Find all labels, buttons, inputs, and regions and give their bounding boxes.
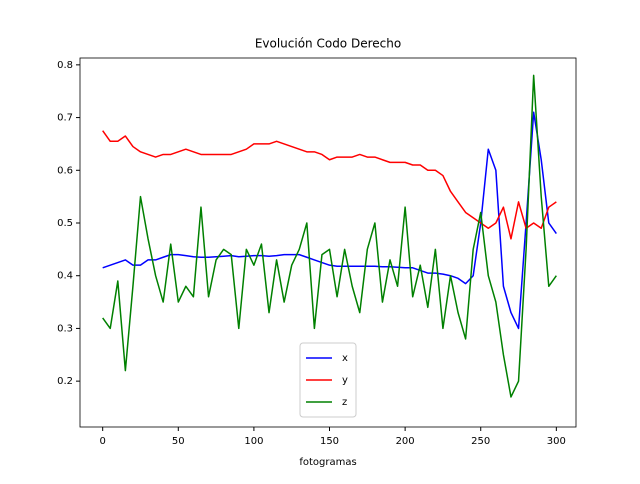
legend-label: z — [342, 397, 347, 408]
line-series — [102, 130, 557, 240]
x-axis-label: fotogramas — [299, 457, 356, 468]
y-tick-label: 0.8 — [57, 60, 73, 71]
x-tick-label: 150 — [320, 436, 339, 447]
chart-title: Evolución Codo Derecho — [255, 37, 401, 51]
y-tick-label: 0.4 — [57, 271, 73, 282]
y-tick-label: 0.3 — [57, 323, 73, 334]
x-tick-label: 100 — [244, 436, 263, 447]
axes-frame — [79, 57, 577, 428]
y-tick-label: 0.5 — [57, 218, 73, 229]
x-tick-label: 50 — [172, 436, 185, 447]
x-tick-label: 250 — [471, 436, 490, 447]
x-tick-label: 0 — [99, 436, 105, 447]
y-tick-label: 0.7 — [57, 113, 73, 124]
line-series — [102, 74, 557, 398]
y-tick-label: 0.2 — [57, 376, 73, 387]
x-tick-label: 300 — [547, 436, 566, 447]
legend-label: x — [342, 353, 348, 364]
x-tick-label: 200 — [396, 436, 415, 447]
y-tick-label: 0.6 — [57, 165, 73, 176]
legend-label: y — [342, 375, 348, 386]
